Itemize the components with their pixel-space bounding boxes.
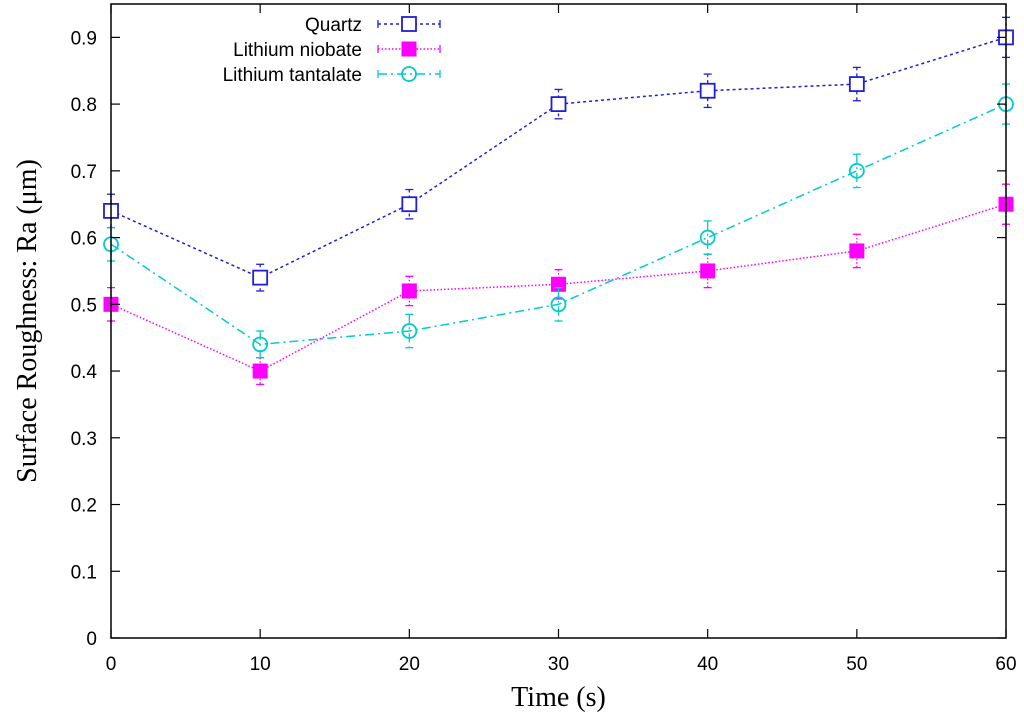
x-tick-label: 50 (846, 654, 867, 675)
x-tick-label: 10 (250, 654, 271, 675)
x-tick-label: 20 (399, 654, 420, 675)
x-tick-label: 40 (697, 654, 718, 675)
x-tick-label: 60 (995, 654, 1016, 675)
y-tick-label: 0.4 (71, 362, 98, 383)
x-tick-label: 0 (106, 654, 117, 675)
y-tick-label: 0.8 (71, 95, 97, 116)
data-point (550, 296, 567, 313)
y-tick-label: 0.6 (71, 229, 97, 250)
data-point (550, 96, 567, 113)
data-point (699, 229, 716, 246)
legend-item: Quartz (305, 15, 441, 36)
data-point (848, 162, 865, 179)
data-point (401, 323, 418, 339)
data-point (401, 196, 418, 213)
y-tick-label: 0.9 (71, 28, 97, 49)
data-point (252, 269, 269, 286)
axes-layer: 0 10 20 30 40 50 60 0 0.1 0.2 0.3 0.4 0.5 0.6 0.7 0.8 0.… (71, 4, 1017, 675)
legend-marker (401, 41, 417, 57)
y-axis-title: Surface Roughness: Ra (μm) (12, 159, 43, 483)
x-axis-title: Time (s) (511, 682, 606, 713)
legend-marker (401, 16, 417, 32)
y-tick-label: 0 (86, 629, 97, 650)
data-point (401, 283, 417, 299)
data-point (848, 76, 865, 92)
y-tick-label: 0.3 (71, 429, 97, 450)
y-tick-label: 0.7 (71, 162, 97, 183)
legend-item: Lithium tantalate (223, 65, 441, 86)
legend-item: Lithium niobate (233, 40, 441, 61)
data-point (849, 243, 865, 259)
legend-marker (401, 66, 417, 82)
y-tick-label: 0.2 (71, 496, 97, 517)
legend: Quartz Lithium niobate Lithium tantalate (223, 15, 441, 86)
legend-label: Lithium tantalate (223, 65, 362, 86)
data-point (252, 363, 268, 379)
data-point (252, 336, 269, 353)
legend-label: Quartz (305, 15, 362, 36)
series-0 (103, 16, 1014, 292)
data-point (700, 263, 716, 279)
y-tick-label: 0.1 (71, 562, 97, 583)
data-point (699, 82, 716, 99)
x-tick-label: 30 (548, 654, 569, 675)
y-tick-label: 0.5 (71, 295, 97, 316)
legend-label: Lithium niobate (233, 40, 362, 61)
